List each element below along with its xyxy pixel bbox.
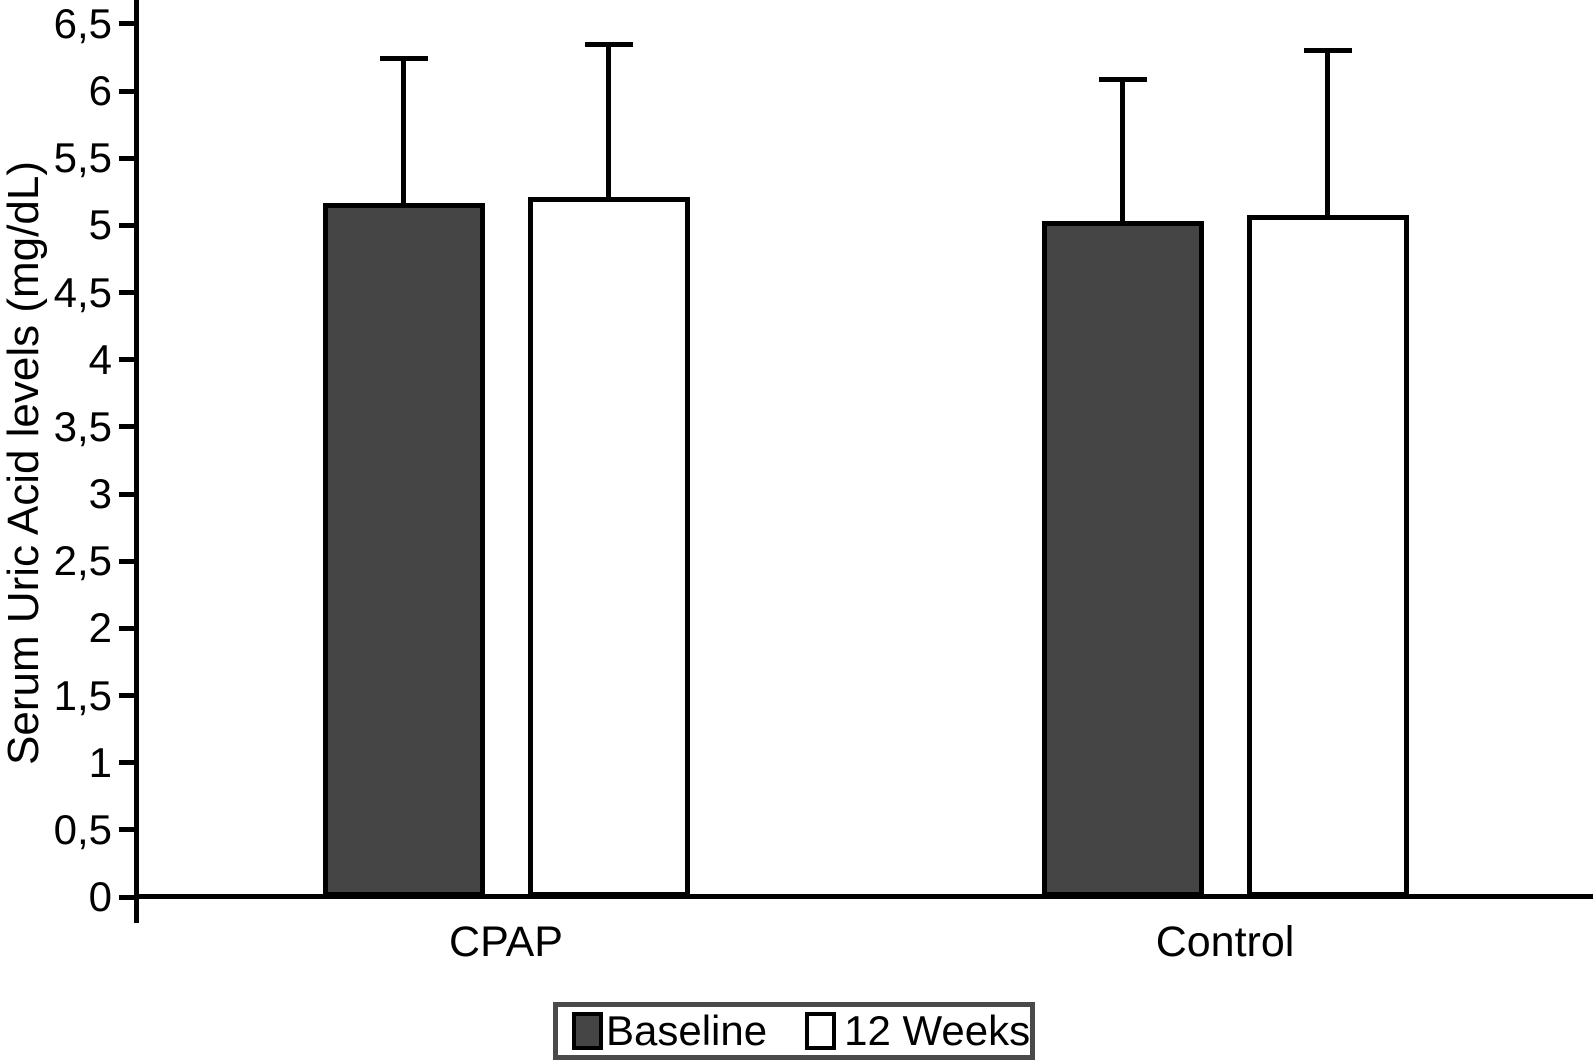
error-bar-cap	[584, 42, 633, 48]
error-bar-stem	[401, 57, 406, 203]
category-label-control: Control	[1155, 918, 1295, 966]
y-tick-mark	[119, 88, 134, 94]
y-tick-label: 0,5	[53, 805, 112, 853]
y-tick-mark	[119, 760, 134, 766]
y-tick-label: 5,5	[53, 134, 112, 182]
bar-control-baseline	[1041, 221, 1204, 897]
category-label-cpap: CPAP	[449, 918, 563, 966]
bar-control-12weeks	[1246, 214, 1409, 897]
y-tick-mark	[119, 827, 134, 833]
y-tick-mark	[119, 222, 134, 228]
y-tick-label: 4	[88, 335, 112, 383]
y-tick-mark	[119, 558, 134, 564]
y-tick-label: 6	[88, 67, 112, 115]
y-tick-label: 2	[88, 604, 112, 652]
legend-swatch-12weeks	[805, 1012, 837, 1050]
legend-label-12weeks: 12 Weeks	[844, 1007, 1031, 1054]
y-tick-mark	[119, 424, 134, 430]
error-bar-cap	[1303, 47, 1352, 53]
bar-cpap-12weeks	[527, 197, 690, 897]
y-tick-label: 5	[88, 201, 112, 249]
error-bar-cap	[1098, 77, 1147, 83]
y-tick-label: 4,5	[53, 268, 112, 316]
y-tick-mark	[119, 290, 134, 296]
y-tick-label: 1	[88, 738, 112, 786]
y-tick-mark	[119, 894, 134, 900]
y-tick-label: 3,5	[53, 402, 112, 450]
error-bar-stem	[1120, 79, 1125, 222]
y-tick-mark	[119, 155, 134, 161]
y-tick-label: 1,5	[53, 671, 112, 719]
y-tick-mark	[119, 625, 134, 631]
y-tick-mark	[119, 693, 134, 699]
legend: Baseline 12 Weeks	[553, 1002, 1035, 1060]
y-tick-label: 0	[88, 873, 112, 920]
x-axis-line	[134, 894, 1593, 899]
legend-label-baseline: Baseline	[606, 1007, 768, 1054]
error-bar-stem	[1325, 49, 1330, 215]
y-tick-mark	[119, 357, 134, 363]
y-tick-label: 3	[88, 470, 112, 518]
legend-swatch-baseline	[572, 1012, 603, 1050]
y-axis-line	[134, 0, 139, 923]
y-tick-label: 6,5	[53, 0, 112, 47]
bar-cpap-baseline	[322, 202, 485, 897]
y-tick-mark	[119, 491, 134, 497]
y-tick-mark	[119, 21, 134, 27]
y-tick-label: 2,5	[53, 537, 112, 585]
error-bar-stem	[606, 44, 611, 198]
error-bar-cap	[379, 55, 428, 61]
